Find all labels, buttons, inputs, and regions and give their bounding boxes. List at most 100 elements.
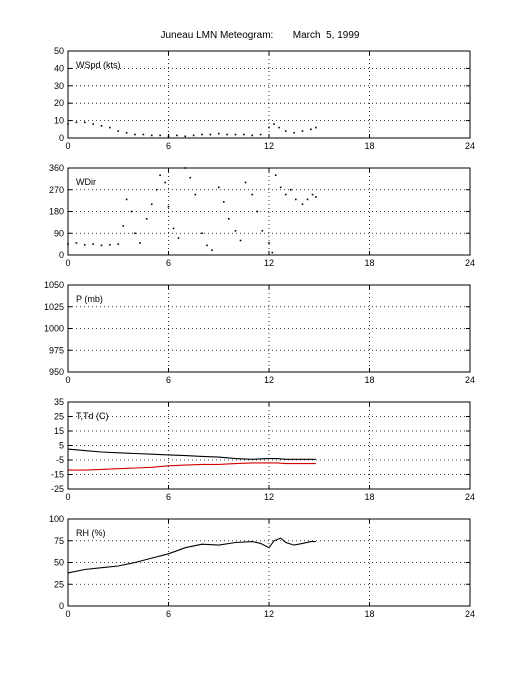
y-tick-label: 1000 — [44, 324, 64, 334]
data-point — [234, 230, 237, 232]
y-tick-label: 40 — [54, 63, 64, 73]
y-tick-label: 50 — [54, 558, 64, 568]
data-point — [268, 126, 270, 129]
data-point — [176, 134, 178, 137]
data-point — [83, 244, 86, 246]
x-tick-label: 12 — [264, 492, 274, 502]
x-tick-label: 12 — [264, 141, 274, 151]
data-point — [189, 176, 192, 179]
x-tick-label: 18 — [364, 375, 374, 385]
chart-title: Juneau LMN Meteogram: March 5, 1999 — [160, 30, 360, 41]
data-point — [251, 134, 254, 137]
data-point — [125, 131, 128, 134]
y-tick-label: 0 — [59, 133, 64, 143]
data-point — [259, 133, 262, 136]
data-point — [150, 203, 153, 206]
y-tick-label: 35 — [54, 397, 64, 407]
x-tick-label: 18 — [364, 258, 374, 268]
series-t-td-c-1 — [67, 448, 316, 460]
data-point — [289, 188, 292, 191]
data-point — [315, 126, 317, 129]
data-point — [122, 225, 125, 227]
data-point — [301, 130, 304, 132]
data-point — [284, 130, 287, 132]
y-tick-label: 1050 — [44, 280, 64, 290]
panel-label: WSpd (kts) — [76, 60, 121, 70]
panel-label: WDir — [76, 177, 96, 187]
panel-label: P (mb) — [76, 294, 103, 304]
data-point — [167, 205, 170, 208]
x-tick-label: 6 — [166, 258, 171, 268]
data-point — [92, 123, 94, 125]
x-tick-label: 12 — [264, 609, 274, 619]
x-tick-label: 12 — [264, 258, 274, 268]
data-point — [310, 128, 312, 131]
data-point — [75, 121, 78, 124]
x-tick-label: 18 — [364, 141, 374, 151]
y-tick-label: -25 — [51, 484, 64, 494]
data-point — [117, 130, 120, 132]
y-tick-label: 25 — [54, 579, 64, 589]
data-point — [251, 193, 254, 196]
data-point — [217, 186, 220, 189]
panel-wspd-kts: 0 6 12 18 24 0 10 20 30 40 50 WSpd (kts) — [54, 46, 475, 151]
panel-label: T,Td (C) — [76, 411, 109, 421]
data-point — [293, 131, 295, 134]
data-point — [274, 174, 277, 177]
y-tick-label: 50 — [54, 46, 64, 56]
data-point — [226, 133, 228, 136]
x-tick-label: 24 — [465, 375, 475, 385]
data-point — [92, 243, 94, 245]
data-point — [217, 132, 220, 135]
y-tick-label: 0 — [59, 601, 64, 611]
axes-frame — [67, 50, 471, 139]
series-wdir-1 — [67, 167, 317, 254]
y-tick-label: -15 — [51, 470, 64, 480]
x-tick-label: 24 — [465, 609, 475, 619]
data-point — [164, 181, 166, 184]
data-point — [150, 134, 153, 137]
data-point — [159, 134, 161, 137]
data-point — [177, 237, 180, 239]
data-point — [234, 133, 237, 136]
data-point — [139, 242, 141, 244]
data-point — [278, 126, 280, 129]
panel-label: RH (%) — [76, 528, 106, 538]
x-tick-label: 6 — [166, 141, 171, 151]
data-point — [145, 217, 148, 220]
data-point — [243, 133, 245, 136]
data-point — [83, 121, 86, 124]
y-tick-label: 30 — [54, 81, 64, 91]
y-tick-label: 25 — [54, 412, 64, 422]
data-point — [311, 193, 314, 196]
data-point — [109, 126, 111, 129]
y-tick-label: 180 — [49, 207, 64, 217]
data-point — [75, 242, 78, 244]
y-tick-label: 90 — [54, 228, 64, 238]
x-tick-label: 0 — [65, 492, 70, 502]
series-t-td-c-2 — [68, 462, 316, 471]
data-point — [134, 232, 136, 235]
x-tick-label: 0 — [65, 375, 70, 385]
x-tick-label: 0 — [65, 609, 70, 619]
x-tick-label: 0 — [65, 141, 70, 151]
data-point — [211, 249, 213, 251]
data-point — [117, 243, 120, 245]
data-point — [109, 244, 111, 246]
data-point — [273, 123, 275, 125]
series-wspd-kts-1 — [67, 121, 317, 138]
data-point — [125, 198, 128, 201]
x-tick-label: 6 — [166, 609, 171, 619]
x-tick-label: 12 — [264, 375, 274, 385]
data-point — [222, 201, 225, 203]
panel-t-td-c: 0 6 12 18 24 -25 -15 -5 5 15 25 35 T,Td (C) — [51, 397, 475, 502]
data-point — [159, 174, 161, 177]
x-tick-label: 18 — [364, 609, 374, 619]
x-tick-label: 24 — [465, 258, 475, 268]
y-tick-label: 1025 — [44, 302, 64, 312]
data-point — [134, 133, 136, 136]
data-point — [206, 244, 208, 247]
data-point — [315, 196, 317, 198]
x-tick-label: 18 — [364, 492, 374, 502]
data-point — [201, 133, 203, 136]
